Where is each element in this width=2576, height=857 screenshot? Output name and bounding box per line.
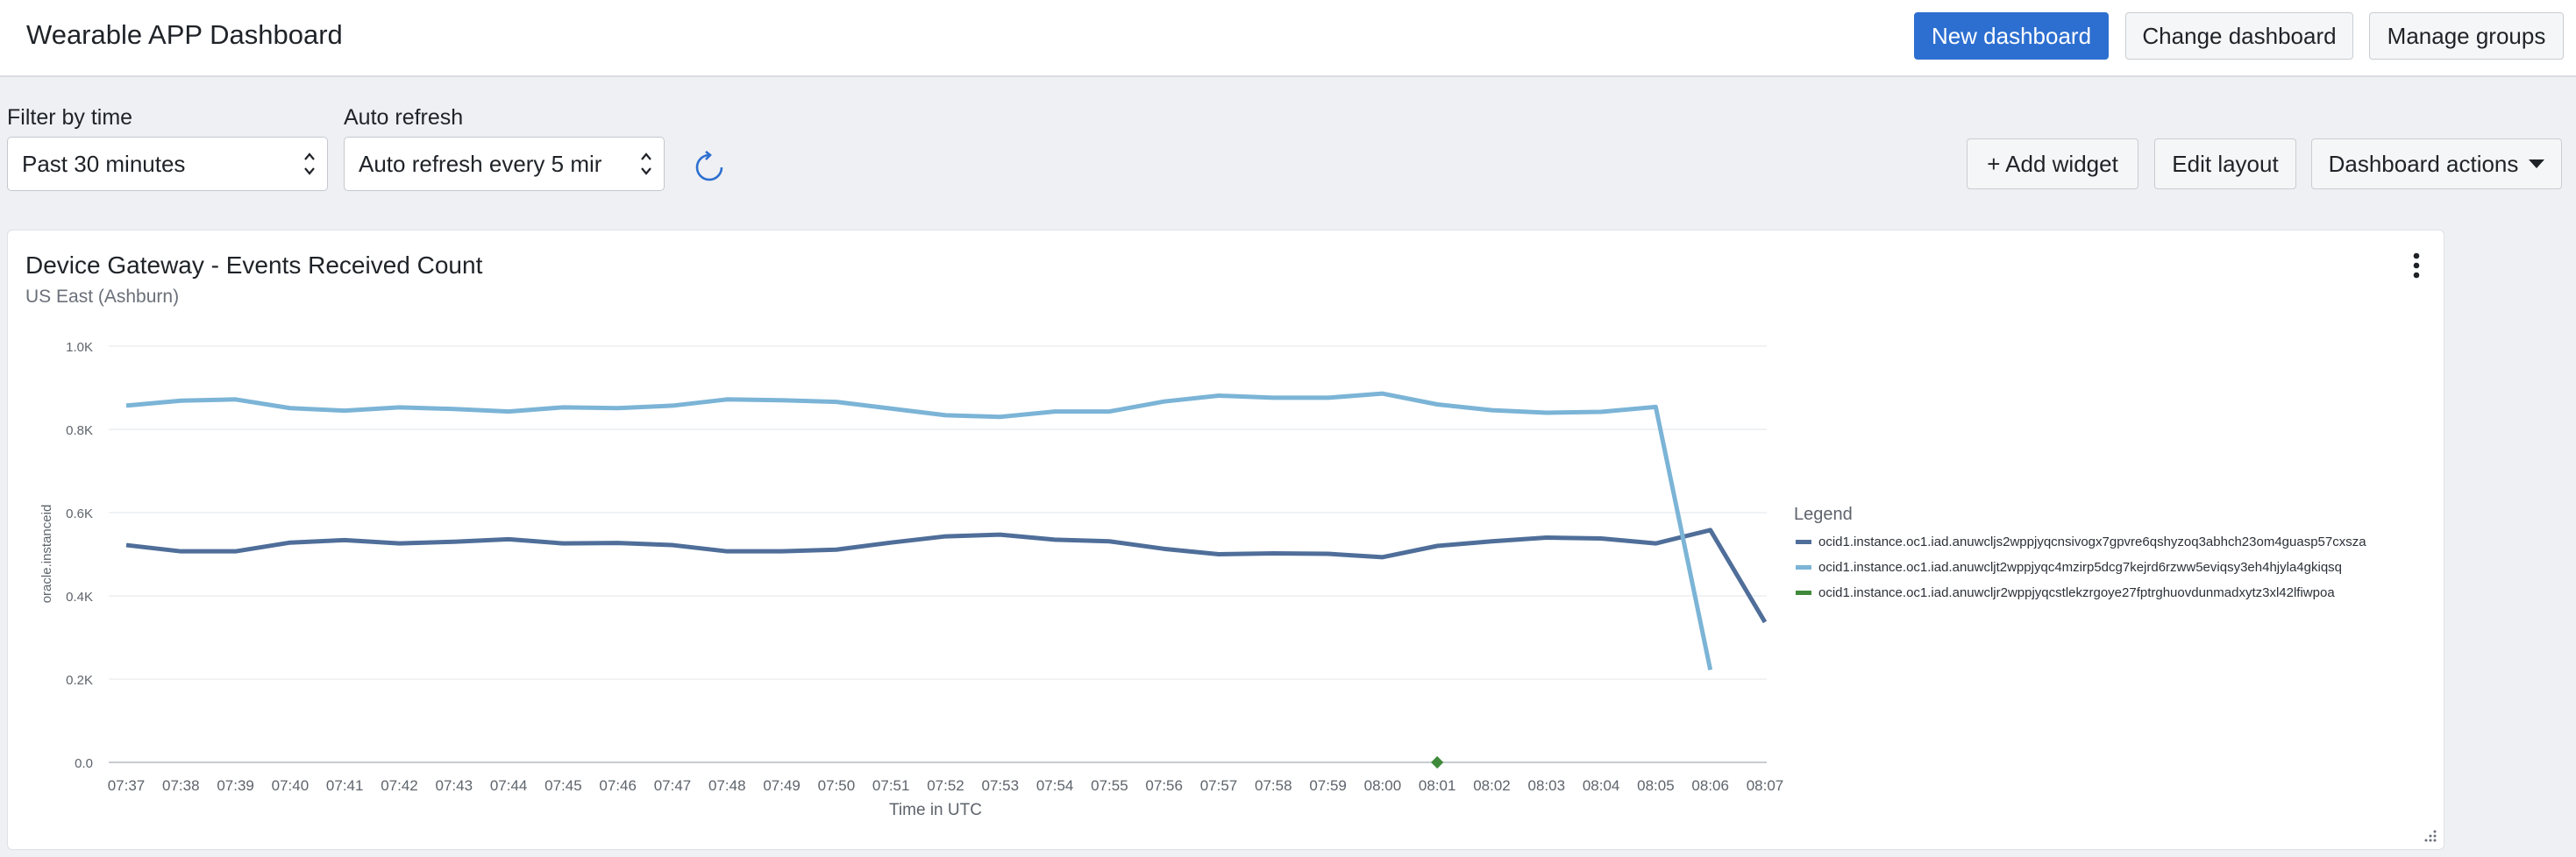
legend-label: ocid1.instance.oc1.iad.anuwcljr2wppjyqcs… (1818, 585, 2335, 600)
legend-swatch (1796, 591, 1811, 595)
manage-groups-button[interactable]: Manage groups (2369, 12, 2564, 60)
legend-swatch (1796, 540, 1811, 544)
time-filter-select[interactable]: Past 30 minutes (7, 137, 328, 191)
time-filter-value: Past 30 minutes (22, 150, 186, 177)
change-dashboard-button[interactable]: Change dashboard (2125, 12, 2353, 60)
edit-layout-button[interactable]: Edit layout (2154, 138, 2296, 189)
auto-refresh-label: Auto refresh (344, 105, 464, 130)
auto-refresh-select[interactable]: Auto refresh every 5 mir (344, 137, 665, 191)
legend-title: Legend (1794, 505, 1853, 524)
add-widget-button[interactable]: + Add widget (1967, 138, 2138, 189)
auto-refresh-value: Auto refresh every 5 mir (359, 150, 602, 177)
widget-subtitle: US East (Ashburn) (25, 287, 180, 307)
app-title: Wearable APP Dashboard (26, 19, 343, 50)
top-header: Wearable APP Dashboard New dashboard Cha… (0, 0, 2576, 77)
widget-title: Device Gateway - Events Received Count (25, 251, 483, 279)
legend-swatch (1796, 565, 1811, 570)
legend-label: ocid1.instance.oc1.iad.anuwcljs2wppjyqcn… (1818, 535, 2366, 549)
caret-down-icon (2529, 159, 2545, 168)
resize-icon[interactable] (2424, 830, 2437, 842)
time-filter-label: Filter by time (7, 105, 133, 130)
new-dashboard-button[interactable]: New dashboard (1914, 12, 2109, 60)
legend-label: ocid1.instance.oc1.iad.anuwcljt2wppjyqc4… (1818, 560, 2342, 575)
legend-item[interactable]: ocid1.instance.oc1.iad.anuwcljr2wppjyqcs… (1796, 585, 2335, 600)
dashboard-actions-button[interactable]: Dashboard actions (2311, 138, 2562, 189)
chevron-updown-icon (641, 152, 651, 175)
dashboard-actions-label: Dashboard actions (2328, 150, 2519, 177)
legend-item[interactable]: ocid1.instance.oc1.iad.anuwcljs2wppjyqcn… (1796, 535, 2366, 549)
kebab-icon[interactable] (2412, 251, 2421, 280)
refresh-icon[interactable] (693, 151, 726, 184)
legend-item[interactable]: ocid1.instance.oc1.iad.anuwcljt2wppjyqc4… (1796, 560, 2342, 575)
chevron-updown-icon (304, 152, 315, 175)
